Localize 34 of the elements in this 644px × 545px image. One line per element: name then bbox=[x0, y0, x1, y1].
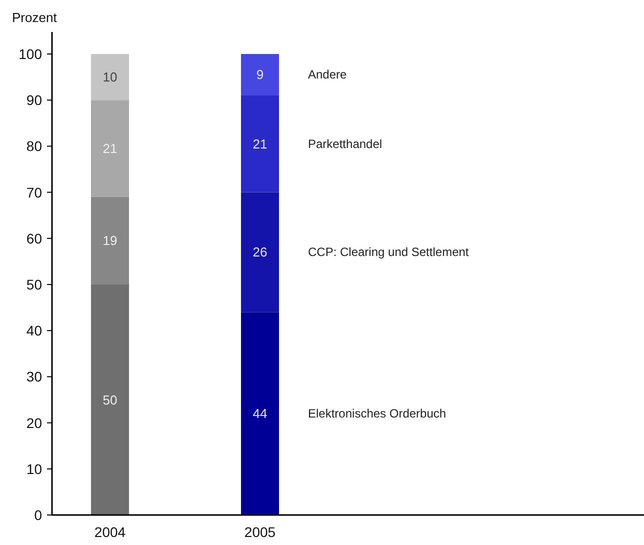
text: Parketthandel bbox=[308, 136, 382, 151]
y-tick-label: 90 bbox=[26, 92, 42, 108]
y-tick-label: 0 bbox=[34, 507, 42, 523]
y-tick-label: 70 bbox=[26, 184, 42, 200]
data-label: 44 bbox=[252, 406, 268, 422]
text: Elektronisches Orderbuch bbox=[308, 406, 446, 421]
x-tick-label: 2005 bbox=[244, 524, 276, 540]
y-tick-label: 10 bbox=[26, 460, 42, 477]
bar bbox=[241, 95, 279, 192]
y-axis-title: Prozent bbox=[12, 10, 58, 25]
text: Andere bbox=[308, 68, 348, 82]
y-tick-label: 20 bbox=[26, 414, 42, 431]
bar bbox=[91, 196, 129, 284]
y-tick-label: 60 bbox=[26, 230, 42, 246]
y-tick-label: 80 bbox=[26, 138, 42, 154]
bar bbox=[91, 54, 129, 100]
bar bbox=[241, 192, 279, 312]
bar bbox=[241, 312, 279, 515]
y-tick-label: 40 bbox=[26, 322, 42, 339]
data-label: 21 bbox=[102, 141, 118, 156]
bar bbox=[91, 284, 129, 515]
text: CCP: Clearing und Settlement bbox=[308, 245, 470, 260]
data-label: 19 bbox=[102, 233, 118, 248]
y-tick-label: 100 bbox=[18, 46, 42, 62]
bar bbox=[91, 100, 129, 197]
data-label: 10 bbox=[102, 70, 118, 85]
bar bbox=[241, 54, 279, 96]
data-label: 9 bbox=[256, 67, 264, 82]
data-label: 26 bbox=[252, 244, 268, 260]
y-tick-label: 50 bbox=[26, 276, 42, 292]
data-label: 21 bbox=[252, 136, 268, 152]
x-tick-label: 2004 bbox=[94, 524, 126, 540]
y-tick-label: 30 bbox=[26, 368, 42, 385]
data-label: 50 bbox=[102, 392, 118, 408]
